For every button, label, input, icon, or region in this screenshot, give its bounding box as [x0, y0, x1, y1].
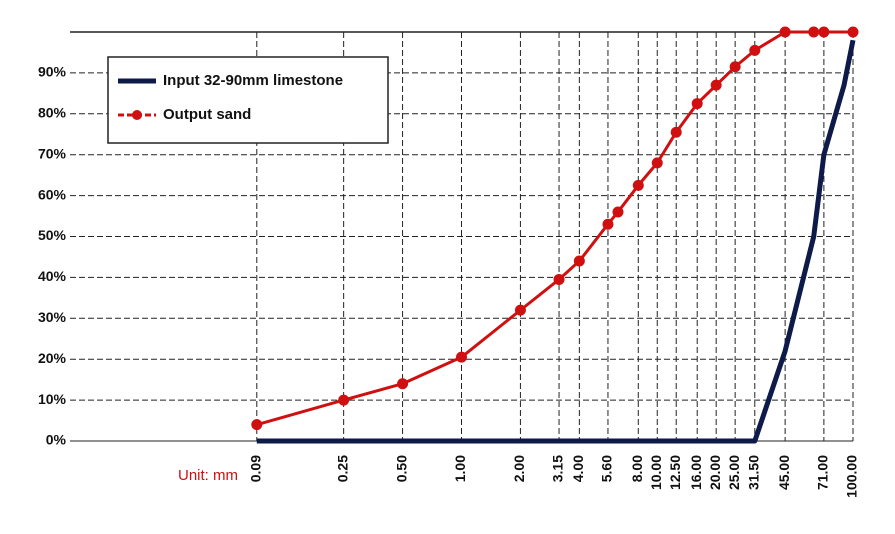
x-tick-label: 3.15: [550, 455, 566, 482]
x-tick-label: 20.00: [707, 455, 723, 490]
data-point: [847, 26, 859, 38]
data-point: [397, 378, 409, 390]
x-tick-label: 100.00: [844, 455, 860, 498]
x-tick-label: 10.00: [648, 455, 664, 490]
data-point: [670, 126, 682, 138]
y-tick-label: 50%: [38, 227, 67, 243]
x-tick-label: 0.25: [334, 455, 350, 482]
x-tick-label: 8.00: [629, 455, 645, 482]
x-tick-label: 4.00: [570, 455, 586, 482]
data-point: [573, 255, 585, 267]
data-point: [651, 157, 663, 169]
data-point: [749, 44, 761, 56]
x-tick-label: 5.60: [599, 455, 615, 482]
data-point: [632, 179, 644, 191]
y-tick-label: 20%: [38, 350, 67, 366]
data-point: [602, 218, 614, 230]
y-tick-label: 40%: [38, 268, 67, 284]
data-point: [808, 26, 820, 38]
unit-annotation: Unit: mm: [178, 467, 238, 484]
series-line: [256, 30, 853, 427]
series-line: [256, 39, 856, 444]
y-tick-label: 10%: [38, 391, 67, 407]
y-tick-label: 60%: [38, 186, 67, 202]
legend-marker: [132, 110, 142, 120]
y-tick-label: 90%: [38, 64, 67, 80]
x-tick-label: 0.09: [247, 455, 263, 482]
x-tick-label: 25.00: [726, 455, 742, 490]
x-tick-label: 16.00: [688, 455, 704, 490]
legend-box: [107, 56, 389, 144]
x-tick-label: 2.00: [511, 455, 527, 482]
x-tick-label: 71.00: [815, 455, 831, 490]
data-point: [456, 351, 467, 363]
data-point: [710, 79, 722, 91]
x-tick-label: 1.00: [452, 455, 468, 482]
y-tick-label: 70%: [38, 145, 67, 161]
y-tick-label: 80%: [38, 105, 67, 121]
data-point: [514, 304, 526, 316]
y-tick-label: 30%: [38, 309, 67, 325]
x-tick-label: 12.50: [667, 455, 683, 490]
legend: Input 32-90mm limestone Output sand: [107, 56, 389, 144]
y-tick-label: 0%: [46, 432, 67, 448]
data-point: [612, 206, 624, 218]
data-point: [818, 26, 830, 38]
data-point: [779, 26, 791, 38]
data-point: [553, 273, 565, 285]
x-tick-label: 0.50: [393, 455, 409, 482]
legend-label: Output sand: [163, 106, 251, 123]
data-point: [251, 419, 263, 431]
data-point: [691, 98, 703, 110]
legend-label: Input 32-90mm limestone: [163, 72, 343, 89]
x-tick-label: 31.50: [745, 455, 761, 490]
data-point: [338, 394, 350, 406]
x-tick-label: 45.00: [776, 455, 792, 490]
data-point: [729, 61, 741, 73]
